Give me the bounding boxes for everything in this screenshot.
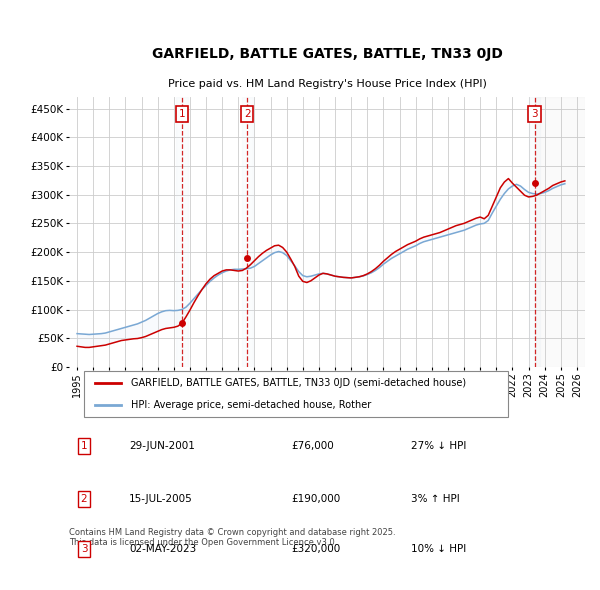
Text: 2: 2 bbox=[244, 109, 250, 119]
FancyBboxPatch shape bbox=[85, 371, 508, 417]
Text: 3: 3 bbox=[80, 544, 88, 554]
Text: 1: 1 bbox=[80, 441, 88, 451]
Text: £190,000: £190,000 bbox=[291, 494, 340, 504]
Text: 15-JUL-2005: 15-JUL-2005 bbox=[129, 494, 193, 504]
Bar bbox=[529, 97, 540, 367]
Text: 1: 1 bbox=[179, 109, 185, 119]
Text: 10% ↓ HPI: 10% ↓ HPI bbox=[411, 544, 466, 554]
Text: £320,000: £320,000 bbox=[291, 544, 340, 554]
Text: GARFIELD, BATTLE GATES, BATTLE, TN33 0JD: GARFIELD, BATTLE GATES, BATTLE, TN33 0JD bbox=[152, 47, 502, 61]
Bar bbox=[535, 97, 585, 367]
Text: 3% ↑ HPI: 3% ↑ HPI bbox=[411, 494, 460, 504]
Text: Price paid vs. HM Land Registry's House Price Index (HPI): Price paid vs. HM Land Registry's House … bbox=[167, 80, 487, 90]
Text: GARFIELD, BATTLE GATES, BATTLE, TN33 0JD (semi-detached house): GARFIELD, BATTLE GATES, BATTLE, TN33 0JD… bbox=[131, 378, 466, 388]
Text: 29-JUN-2001: 29-JUN-2001 bbox=[129, 441, 195, 451]
Text: Contains HM Land Registry data © Crown copyright and database right 2025.
This d: Contains HM Land Registry data © Crown c… bbox=[69, 527, 395, 547]
Text: 3: 3 bbox=[531, 109, 538, 119]
Bar bbox=[176, 97, 188, 367]
Text: 02-MAY-2023: 02-MAY-2023 bbox=[129, 544, 196, 554]
Text: £76,000: £76,000 bbox=[291, 441, 334, 451]
Bar bbox=[242, 97, 253, 367]
Text: HPI: Average price, semi-detached house, Rother: HPI: Average price, semi-detached house,… bbox=[131, 400, 371, 410]
Text: 2: 2 bbox=[80, 494, 88, 504]
Text: 27% ↓ HPI: 27% ↓ HPI bbox=[411, 441, 466, 451]
